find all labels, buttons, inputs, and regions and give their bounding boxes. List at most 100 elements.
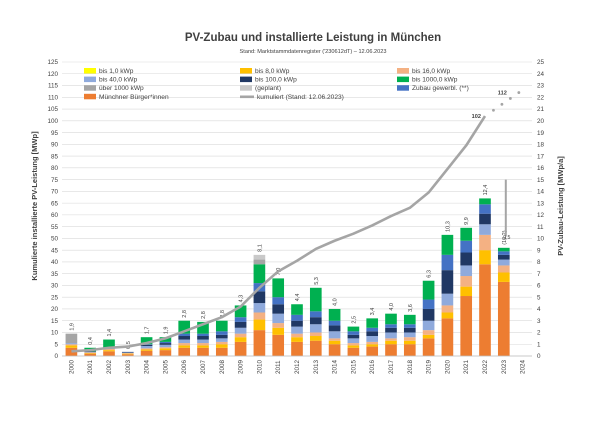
bar-segment <box>385 324 397 328</box>
y-tick-right: 13 <box>537 200 545 207</box>
y-tick-right: 5 <box>537 294 541 301</box>
y-tick-left: 45 <box>51 247 59 254</box>
y-tick-right: 17 <box>537 153 545 160</box>
bar-segment <box>497 272 510 282</box>
bar-segment <box>347 345 360 348</box>
bar-total-label: 0,4 <box>88 337 94 345</box>
x-tick: 2012 <box>294 359 301 374</box>
y-tick-right: 6 <box>537 283 541 290</box>
bar-segment <box>65 343 78 345</box>
bar-segment <box>121 351 134 353</box>
bar-total-label: 0,5 <box>126 341 132 349</box>
bar-segment <box>479 224 491 235</box>
bar-segment <box>197 333 209 337</box>
bar-segment <box>347 334 360 339</box>
bar-segment <box>103 351 115 356</box>
bar-segment <box>253 291 266 304</box>
bar-segment <box>197 336 209 340</box>
y-tick-right: 10 <box>537 236 545 243</box>
bar-segment <box>309 317 322 325</box>
x-tick: 2009 <box>238 359 245 374</box>
bar-segment <box>385 344 397 356</box>
bar-segment <box>272 334 285 356</box>
bar-segment <box>140 349 153 351</box>
axes: 0510152025303540455055606570758085909510… <box>47 59 544 374</box>
bar-segment <box>159 350 172 356</box>
bar-segment <box>291 337 303 342</box>
bar-segment <box>178 339 191 344</box>
bar-segment <box>385 340 397 345</box>
bar-segment <box>479 250 491 265</box>
bar-segment <box>460 265 473 277</box>
bar-segment <box>253 319 266 331</box>
bar-segment <box>272 278 285 298</box>
y-tick-right: 4 <box>537 306 541 313</box>
legend-swatch <box>84 93 96 100</box>
y-tick-right: 9 <box>537 247 541 254</box>
bar-segment <box>422 320 435 331</box>
bar-segment <box>497 265 510 273</box>
y-tick-left: 80 <box>51 165 59 172</box>
legend-swatch <box>84 85 96 91</box>
projection-dot <box>500 102 504 106</box>
bar-total-label: 5,3 <box>314 277 320 285</box>
bar-segment <box>215 338 228 342</box>
bar-segment <box>159 344 172 348</box>
legend-label: bis 16,0 kWp <box>412 68 450 75</box>
bar-segment <box>347 331 360 335</box>
bar-total-label: 2,5 <box>351 316 357 324</box>
bar-segment <box>328 308 341 321</box>
projection-dot <box>508 97 512 100</box>
y-tick-left: 25 <box>51 294 59 301</box>
legend-swatch <box>84 76 96 83</box>
y-tick-right: 25 <box>537 59 545 66</box>
bar-segment <box>253 312 266 320</box>
y-tick-left: 30 <box>51 283 59 290</box>
x-tick: 2013 <box>313 359 320 374</box>
x-tick: 2005 <box>162 359 169 374</box>
bar-segment <box>328 344 341 356</box>
error-bar-label: 9,5 <box>503 235 510 241</box>
x-tick: 2019 <box>426 359 433 374</box>
y-tick-right: 21 <box>537 106 545 113</box>
bar-segment <box>328 325 341 332</box>
bar-segment <box>159 343 172 345</box>
x-tick: 2002 <box>106 359 113 374</box>
bar-segment <box>441 305 454 313</box>
bar-segment <box>441 318 454 356</box>
bar-segment <box>441 270 454 294</box>
bar-segment <box>422 334 435 339</box>
bar-segment <box>234 305 247 318</box>
bar-total-label: 4,4 <box>295 294 301 302</box>
bar-segment <box>103 339 115 348</box>
bar-segment <box>253 254 266 260</box>
bar-segment <box>441 312 454 319</box>
y-tick-left: 65 <box>51 200 59 207</box>
x-tick: 2024 <box>520 359 527 374</box>
bar-segment <box>178 345 191 348</box>
bar-segment <box>309 340 322 356</box>
bar-segment <box>422 330 435 335</box>
y-tick-right: 1 <box>537 341 541 348</box>
bar-segment <box>366 346 379 356</box>
bar-segment <box>328 320 341 326</box>
bar-segment <box>140 350 153 356</box>
y-tick-right: 24 <box>537 71 545 78</box>
legend-label: bis 100,0 kWp <box>255 77 297 84</box>
legend-swatch <box>397 68 409 74</box>
bar-segment <box>103 348 115 351</box>
x-tick: 2000 <box>68 359 75 374</box>
bar-segment <box>65 345 78 348</box>
bar-segment <box>441 234 454 255</box>
y-tick-left: 85 <box>51 153 59 160</box>
bar-segment <box>497 281 510 356</box>
bar-segment <box>140 337 153 345</box>
bar-segment <box>253 259 266 265</box>
bar-segment <box>441 293 454 306</box>
bar-segment <box>460 227 473 241</box>
bar-segment <box>234 317 247 322</box>
bar-segment <box>366 344 379 347</box>
bar-segment <box>497 247 510 252</box>
bar-segment <box>460 296 473 356</box>
x-tick: 2022 <box>482 359 489 374</box>
